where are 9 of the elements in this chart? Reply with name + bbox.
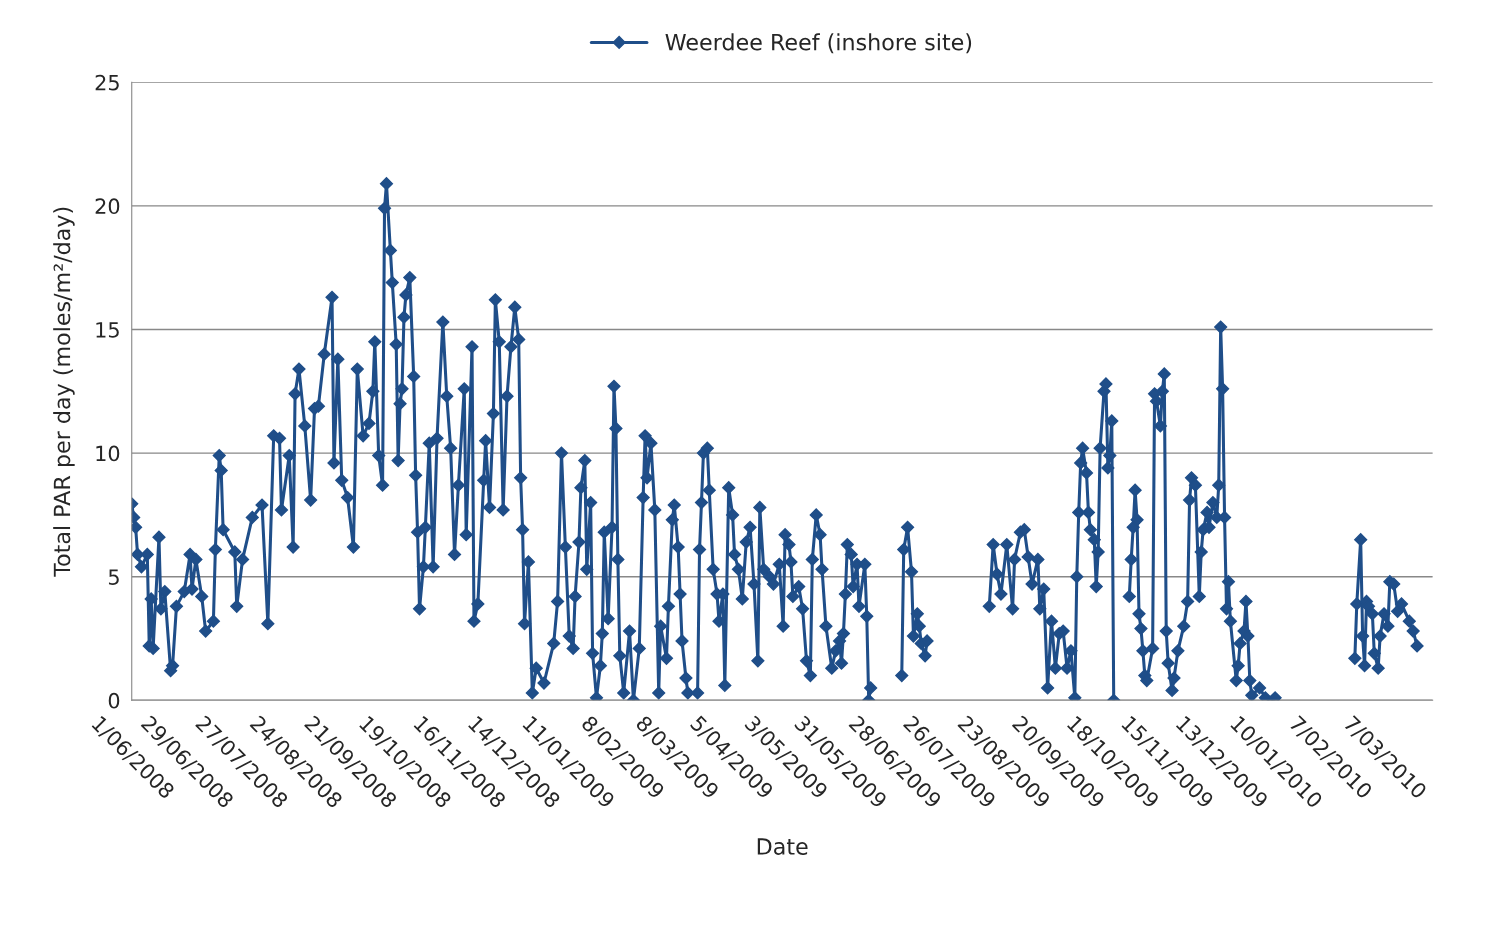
y-tick-label: 5 xyxy=(108,569,119,585)
x-axis-title: Date xyxy=(757,838,808,855)
legend-label: Weerdee Reef (inshore site) xyxy=(665,33,972,54)
y-tick-label: 10 xyxy=(96,445,120,462)
y-tick-label: 20 xyxy=(95,198,120,215)
y-tick-label: 25 xyxy=(95,74,119,91)
y-tick-label: 15 xyxy=(96,322,119,338)
y-tick-label: 0 xyxy=(108,692,120,709)
y-axis-title: Total PAR per day (moles/m²/day) xyxy=(53,207,75,577)
